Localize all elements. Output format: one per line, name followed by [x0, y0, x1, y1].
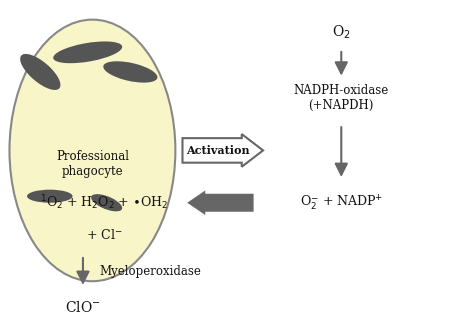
Ellipse shape [27, 190, 73, 203]
Text: Myeloperoxidase: Myeloperoxidase [100, 265, 201, 278]
Text: O$_2^{-}$ + NADP$^{+}$: O$_2^{-}$ + NADP$^{+}$ [300, 193, 383, 212]
Ellipse shape [9, 20, 175, 281]
Text: Activation: Activation [186, 145, 250, 156]
Text: Professional
phagocyte: Professional phagocyte [56, 149, 129, 178]
Text: ClO$^{-}$: ClO$^{-}$ [65, 300, 101, 315]
Text: + Cl$^{-}$: + Cl$^{-}$ [86, 229, 123, 242]
Text: NADPH-oxidase
(+NAPDH): NADPH-oxidase (+NAPDH) [294, 84, 389, 112]
Ellipse shape [53, 42, 122, 63]
Ellipse shape [103, 61, 157, 83]
FancyArrow shape [187, 190, 254, 215]
FancyArrow shape [182, 134, 263, 167]
Text: $^1$O$_2$ + H$_2$O$_2$ + $\bullet$OH$_2$: $^1$O$_2$ + H$_2$O$_2$ + $\bullet$OH$_2$ [40, 193, 168, 212]
Text: O$_2$: O$_2$ [332, 24, 351, 42]
Ellipse shape [20, 54, 61, 90]
Ellipse shape [91, 194, 122, 211]
